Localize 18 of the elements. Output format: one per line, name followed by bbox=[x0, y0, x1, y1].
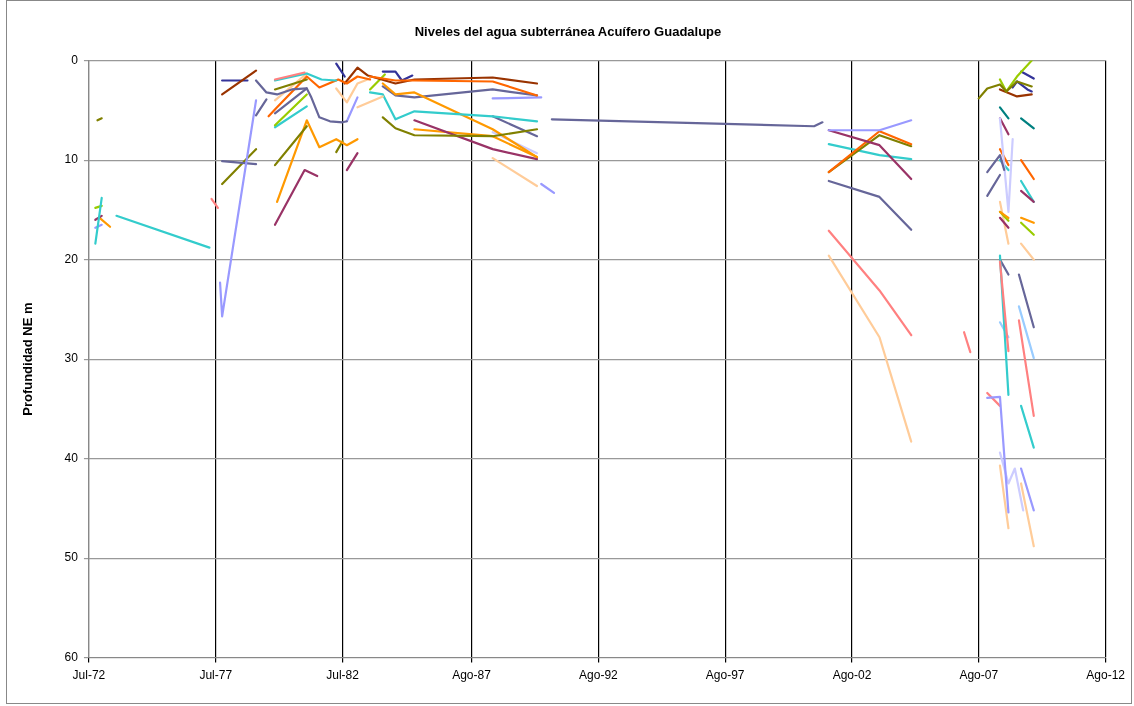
x-tick-label: Jul-82 bbox=[326, 668, 360, 683]
y-tick-label: 30 bbox=[64, 351, 79, 366]
x-tick-label: Jul-72 bbox=[72, 668, 106, 683]
y-tick-label: 40 bbox=[64, 450, 79, 465]
x-tick-label: Ago-12 bbox=[1086, 668, 1126, 683]
y-tick-label: 20 bbox=[64, 251, 79, 266]
x-tick-label: Ago-87 bbox=[452, 668, 492, 683]
x-tick-label: Jul-77 bbox=[199, 668, 233, 683]
y-tick-label: 10 bbox=[64, 152, 79, 167]
x-tick-label: Ago-07 bbox=[959, 668, 999, 683]
y-tick-label: 60 bbox=[64, 649, 79, 664]
x-tick-label: Ago-97 bbox=[705, 668, 745, 683]
y-tick-label: 50 bbox=[64, 550, 79, 565]
chart-title: Niveles del agua subterránea Acuífero Guadalupe bbox=[414, 24, 722, 40]
y-axis-title: Profundidad NE m bbox=[20, 302, 36, 416]
x-tick-label: Ago-02 bbox=[832, 668, 872, 683]
x-tick-label: Ago-92 bbox=[579, 668, 619, 683]
y-tick-label: 0 bbox=[71, 52, 79, 67]
